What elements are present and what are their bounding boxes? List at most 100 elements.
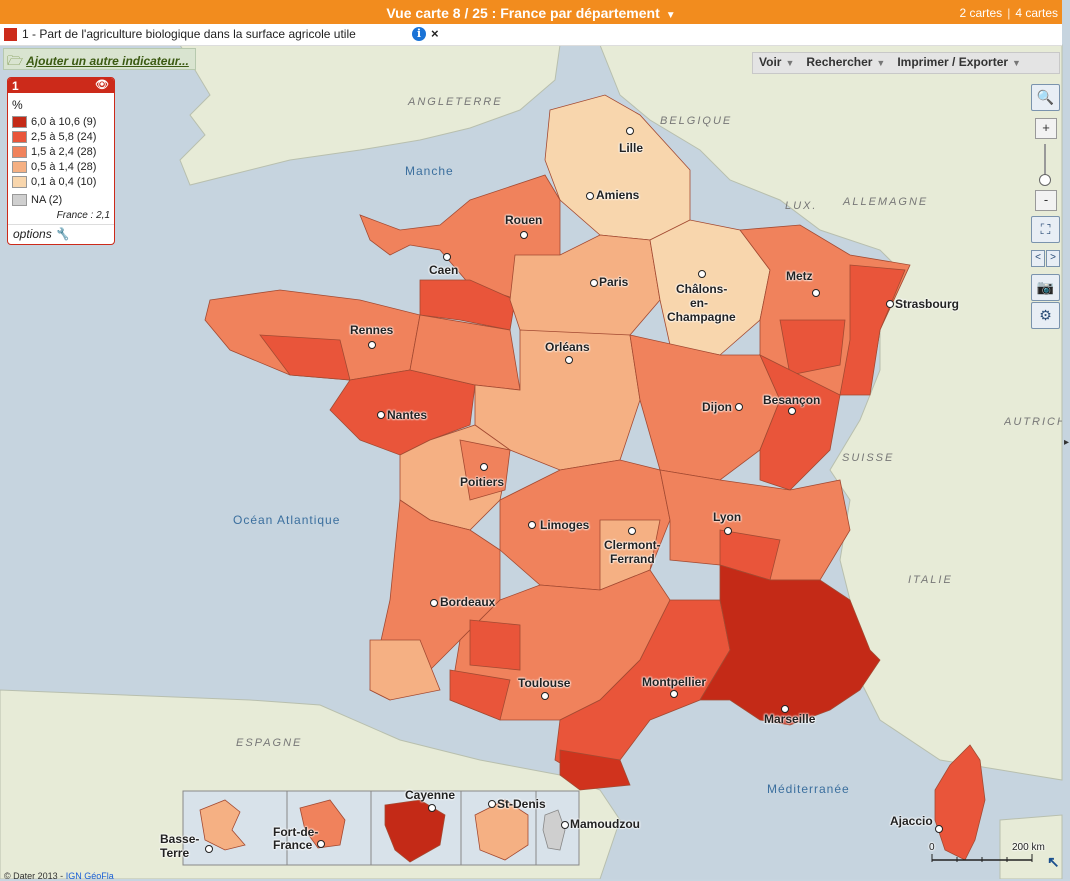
city-dot bbox=[626, 127, 634, 135]
sea-label-atlantique: Océan Atlantique bbox=[233, 513, 341, 527]
city-dot bbox=[670, 690, 678, 698]
city-label-paris: Paris bbox=[599, 275, 629, 289]
view-title[interactable]: Vue carte 8 / 25 : France par départemen… bbox=[386, 5, 676, 21]
city-dot bbox=[561, 821, 569, 829]
zoom-slider-handle[interactable] bbox=[1039, 174, 1051, 186]
country-label-espagne: ESPAGNE bbox=[236, 737, 303, 749]
folder-icon: 🗁 bbox=[7, 53, 24, 68]
legend-class[interactable]: 2,5 à 5,8 (24) bbox=[12, 131, 96, 145]
overseas-label-stdenis: St-Denis bbox=[497, 797, 546, 811]
city-label-clermont-2: Ferrand bbox=[610, 552, 655, 566]
country-label-angleterre: ANGLETERRE bbox=[408, 96, 503, 108]
city-label-chalons-3: Champagne bbox=[667, 310, 736, 324]
full-extent-icon[interactable]: ⛶ bbox=[1031, 216, 1060, 243]
overseas-label-basse-1: Basse- bbox=[160, 832, 200, 846]
legend-unit: % bbox=[12, 98, 23, 112]
legend-swatch bbox=[12, 146, 27, 159]
four-cards-link[interactable]: 4 cartes bbox=[1015, 6, 1058, 20]
city-label-rennes: Rennes bbox=[350, 323, 394, 337]
close-icon[interactable]: × bbox=[431, 26, 439, 41]
eye-icon[interactable]: 👁 bbox=[95, 79, 109, 91]
city-dot bbox=[735, 403, 743, 411]
city-label-ajaccio: Ajaccio bbox=[890, 814, 933, 828]
zoom-out-button[interactable]: - bbox=[1035, 190, 1057, 211]
city-label-lyon: Lyon bbox=[713, 510, 742, 524]
scale-zero-label: 0 bbox=[929, 842, 935, 853]
city-dot bbox=[205, 845, 213, 853]
city-label-montpellier: Montpellier bbox=[642, 675, 707, 689]
card-switcher: 2 cartes | 4 cartes bbox=[959, 6, 1059, 20]
chevron-down-icon[interactable]: ▼ bbox=[665, 10, 676, 21]
city-dot bbox=[886, 300, 894, 308]
city-label-chalons-1: Châlons- bbox=[676, 282, 728, 296]
scale-bar bbox=[931, 854, 1033, 862]
city-label-besancon: Besançon bbox=[763, 393, 821, 407]
city-label-orleans: Orléans bbox=[545, 340, 590, 354]
legend-class[interactable]: NA (2) bbox=[12, 194, 62, 208]
city-dot bbox=[812, 289, 820, 297]
overseas-label-fdf-2: France bbox=[273, 838, 313, 852]
zoom-slider-track[interactable] bbox=[1044, 144, 1046, 182]
chevron-down-icon: ▼ bbox=[876, 58, 886, 68]
city-dot bbox=[541, 692, 549, 700]
voir-menu[interactable]: Voir ▼ bbox=[759, 55, 795, 69]
legend-class[interactable]: 0,5 à 1,4 (28) bbox=[12, 161, 96, 175]
map-toolbar: Voir ▼ Rechercher ▼ Imprimer / Exporter ▼ bbox=[752, 52, 1060, 74]
city-label-bordeaux: Bordeaux bbox=[440, 595, 496, 609]
overseas-label-cayenne: Cayenne bbox=[405, 788, 456, 802]
city-dot bbox=[788, 407, 796, 415]
legend-options[interactable]: options 🔧 bbox=[8, 224, 114, 244]
city-label-chalons-2: en- bbox=[690, 296, 708, 310]
city-label-lille: Lille bbox=[619, 141, 644, 155]
indicator-label: 1 - Part de l'agriculture biologique dan… bbox=[22, 27, 356, 41]
info-icon[interactable]: i bbox=[412, 27, 426, 41]
view-header: Vue carte 8 / 25 : France par départemen… bbox=[0, 0, 1062, 24]
city-dot bbox=[781, 705, 789, 713]
city-dot bbox=[565, 356, 573, 364]
wrench-icon: 🔧 bbox=[54, 227, 70, 241]
city-label-toulouse: Toulouse bbox=[518, 676, 571, 690]
indicator-bar: 1 - Part de l'agriculture biologique dan… bbox=[0, 24, 1062, 46]
imprimer-menu[interactable]: Imprimer / Exporter ▼ bbox=[897, 55, 1021, 69]
sea-label-mediterranee: Méditerranée bbox=[767, 782, 850, 796]
add-indicator-button[interactable]: 🗁 Ajouter un autre indicateur... bbox=[3, 48, 196, 70]
copyright: © Dater 2013 - IGN GéoFla bbox=[4, 871, 114, 881]
legend-header: 1 👁 bbox=[8, 78, 114, 93]
legend-swatch bbox=[12, 176, 27, 189]
city-dot bbox=[698, 270, 706, 278]
overseas-label-mamoudzou: Mamoudzou bbox=[570, 817, 640, 831]
city-dot bbox=[430, 599, 438, 607]
two-cards-link[interactable]: 2 cartes bbox=[959, 6, 1003, 20]
rechercher-menu[interactable]: Rechercher ▼ bbox=[806, 55, 886, 69]
legend-class[interactable]: 0,1 à 0,4 (10) bbox=[12, 176, 96, 190]
city-label-amiens: Amiens bbox=[596, 188, 640, 202]
zoom-in-button[interactable]: + bbox=[1035, 118, 1057, 139]
scale-km-label: 200 km bbox=[1012, 842, 1045, 853]
sea-label-manche: Manche bbox=[405, 164, 454, 178]
city-label-nantes: Nantes bbox=[387, 408, 428, 422]
city-label-rouen: Rouen bbox=[505, 213, 543, 227]
tools-icon[interactable]: ⚙ bbox=[1031, 302, 1060, 329]
previous-view-button[interactable]: < bbox=[1031, 250, 1045, 267]
city-dot bbox=[628, 527, 636, 535]
arrow-up-left-icon[interactable]: ↖ bbox=[1047, 854, 1060, 871]
panel-toggle-arrow[interactable]: ▸ bbox=[1064, 437, 1070, 448]
zoom-select-icon[interactable]: 🔍 bbox=[1031, 84, 1060, 111]
legend-swatch bbox=[12, 161, 27, 174]
next-view-button[interactable]: > bbox=[1046, 250, 1060, 267]
legend-class[interactable]: 1,5 à 2,4 (28) bbox=[12, 146, 96, 160]
legend-swatch bbox=[12, 194, 27, 207]
camera-icon[interactable]: 📷 bbox=[1031, 274, 1060, 301]
city-label-clermont-1: Clermont- bbox=[604, 538, 661, 552]
country-label-suisse: SUISSE bbox=[842, 452, 895, 464]
city-label-marseille: Marseille bbox=[764, 712, 816, 726]
city-label-dijon: Dijon bbox=[702, 400, 732, 414]
ign-link[interactable]: IGN GéoFla bbox=[65, 871, 114, 881]
legend-number: 1 bbox=[12, 79, 19, 93]
legend-class[interactable]: 6,0 à 10,6 (9) bbox=[12, 116, 96, 130]
england-land bbox=[179, 44, 561, 186]
city-dot bbox=[443, 253, 451, 261]
add-indicator-link[interactable]: Ajouter un autre indicateur... bbox=[26, 54, 189, 68]
city-dot bbox=[317, 840, 325, 848]
